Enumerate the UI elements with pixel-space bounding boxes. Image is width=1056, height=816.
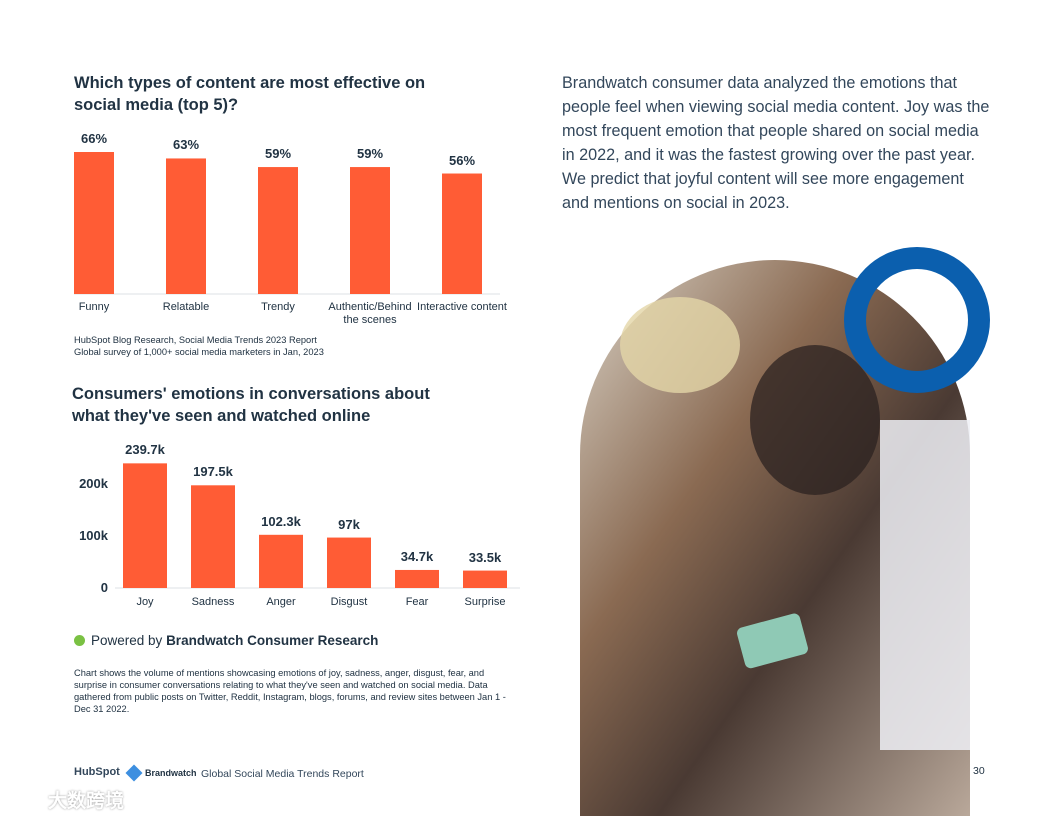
- bar: [463, 570, 507, 588]
- value-label: 102.3k: [261, 513, 301, 529]
- chart-title: Consumers' emotions in conversations abo…: [72, 385, 430, 425]
- bar: [191, 485, 235, 588]
- bar: [74, 152, 114, 294]
- x-tick-label: Interactive content: [417, 301, 507, 313]
- page-number: 30: [973, 765, 985, 777]
- y-tick-label: 100k: [79, 528, 108, 543]
- value-label: 66%: [80, 131, 108, 146]
- x-tick-label: Anger: [266, 596, 296, 608]
- bar: [258, 167, 298, 294]
- x-tick-label: Disgust: [330, 596, 368, 608]
- legend-dot: [74, 635, 85, 646]
- value-label: 33.5k: [468, 549, 502, 565]
- x-tick-label: Trendy: [261, 301, 295, 313]
- report-name: Global Social Media Trends Report: [201, 768, 364, 780]
- watermark: 大数跨境: [48, 791, 125, 812]
- bar: [442, 173, 482, 294]
- chart-title: Which types of content are most effectiv…: [74, 74, 426, 114]
- y-tick-label: 200k: [79, 476, 108, 491]
- x-tick-label: Funny: [78, 301, 110, 313]
- value-label: 34.7k: [400, 548, 434, 564]
- value-label: 63%: [172, 137, 200, 153]
- bar: [395, 569, 439, 588]
- x-tick-label: Authentic/Behind the scenes: [328, 301, 412, 326]
- x-tick-label: Relatable: [162, 301, 210, 313]
- legend-prefix: Powered by: [91, 633, 163, 648]
- value-label: 97k: [338, 516, 360, 532]
- hubspot-logo: HubSpot: [74, 766, 120, 778]
- body-text: Brandwatch consumer data analyzed the em…: [562, 74, 990, 212]
- decor-ring: [844, 247, 990, 393]
- legend: Powered by Brandwatch Consumer Research: [74, 633, 378, 648]
- value-label: 239.7k: [125, 442, 165, 458]
- legend-name: Brandwatch Consumer Research: [166, 633, 379, 648]
- x-tick-label: Sadness: [191, 596, 235, 608]
- brandwatch-logo: Brandwatch: [145, 768, 197, 778]
- photo-detail: [880, 420, 970, 750]
- value-label: 56%: [448, 152, 476, 168]
- footnote: Chart shows the volume of mentions showc…: [74, 668, 506, 714]
- x-tick-label: Surprise: [464, 596, 506, 608]
- source: HubSpot Blog Research, Social Media Tren…: [74, 335, 317, 345]
- x-tick-label: Fear: [405, 596, 429, 608]
- bar: [259, 534, 303, 588]
- photo-detail: [750, 345, 880, 495]
- value-label: 59%: [264, 146, 292, 162]
- bar: [166, 158, 206, 294]
- y-tick-label: 0: [100, 580, 108, 595]
- bar: [327, 537, 371, 588]
- photo-detail: [737, 613, 808, 669]
- x-tick-label: Joy: [136, 596, 154, 608]
- bar: [350, 167, 390, 294]
- bar: [123, 463, 167, 588]
- value-label: 197.5k: [193, 464, 233, 480]
- source: Global survey of 1,000+ social media mar…: [74, 347, 324, 357]
- photo-detail: [620, 297, 740, 393]
- value-label: 59%: [356, 146, 384, 162]
